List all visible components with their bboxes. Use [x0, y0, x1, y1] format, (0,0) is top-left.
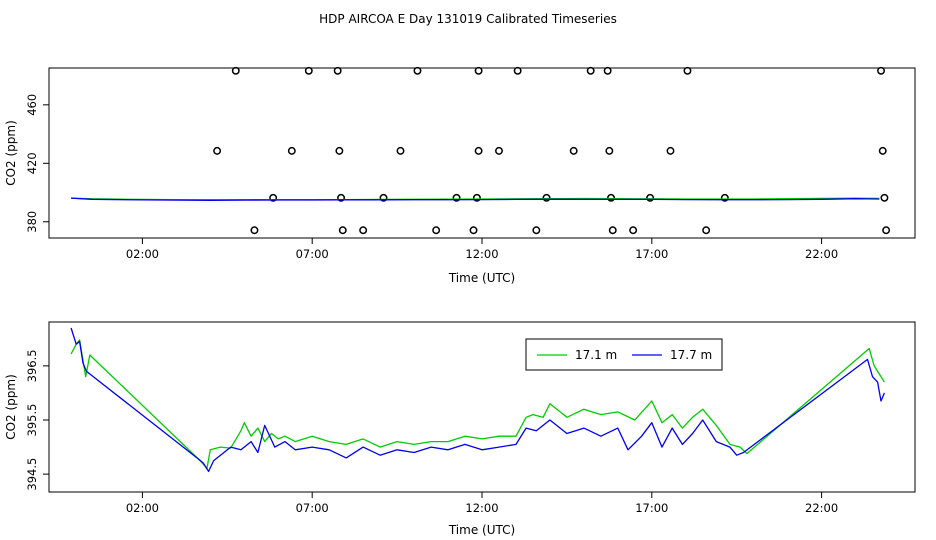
x-tick-label: 17:00: [635, 247, 668, 261]
series-group: [70, 327, 885, 473]
legend-label-17-1m: 17.1 m: [575, 348, 617, 362]
calibration-point: [542, 193, 551, 202]
calibration-point: [452, 193, 461, 202]
calibration-point: [269, 193, 278, 202]
x-axis-title: Time (UTC): [448, 271, 515, 285]
x-tick-label: 22:00: [805, 501, 838, 515]
calibration-point: [666, 146, 675, 155]
calibration-point: [379, 193, 388, 202]
legend-label-17-7m: 17.7 m: [670, 348, 712, 362]
x-tick-label: 12:00: [465, 247, 498, 261]
calibration-point: [338, 226, 347, 235]
calibration-point: [495, 146, 503, 155]
y-axis: 380 420 460: [25, 94, 49, 233]
series-line-green: [70, 339, 885, 470]
calibration-point: [231, 66, 240, 75]
chart-calibrated-timeseries: 02:00 07:00 12:00 17:00 22:00 380 420 460 Time…: [4, 66, 916, 285]
y-tick-label: 396.5: [25, 349, 39, 382]
calibration-point: [880, 193, 889, 202]
y-tick-label: 380: [25, 211, 39, 233]
calibration-point: [720, 193, 729, 202]
calibration-point: [250, 226, 259, 235]
chart-zoomed-timeseries: 02:00 07:00 12:00 17:00 22:00 394.5 395.5 396.…: [4, 321, 916, 537]
x-tick-label: 02:00: [126, 247, 159, 261]
calibration-point: [877, 66, 885, 75]
calibration-point: [532, 226, 541, 235]
y-axis-title: CO2 (ppm): [4, 374, 18, 440]
figure-title: HDP AIRCOA E Day 131019 Calibrated Times…: [319, 12, 617, 26]
x-axis: 02:00 07:00 12:00 17:00 22:00: [126, 492, 838, 515]
y-tick-label: 395.5: [25, 404, 39, 437]
calibration-point: [304, 66, 313, 75]
x-tick-label: 17:00: [635, 501, 668, 515]
series-group: [71, 197, 880, 201]
x-axis: 02:00 07:00 12:00 17:00 22:00: [126, 238, 838, 261]
calibration-point: [702, 226, 711, 235]
calibration-point: [878, 146, 887, 155]
y-axis-title: CO2 (ppm): [4, 120, 18, 186]
calibration-point: [683, 66, 692, 75]
x-tick-label: 22:00: [805, 247, 838, 261]
calibration-point: [569, 146, 578, 155]
x-tick-label: 12:00: [465, 501, 498, 515]
calibration-point: [337, 193, 346, 202]
calibration-point: [213, 146, 222, 155]
plot-frame: [48, 321, 916, 493]
calibration-point: [607, 193, 616, 202]
calibration-point: [605, 146, 614, 155]
legend-box: [525, 338, 723, 371]
x-tick-label: 02:00: [126, 501, 159, 515]
x-tick-label: 07:00: [296, 501, 329, 515]
calibration-point: [608, 226, 617, 235]
calibration-point: [646, 193, 655, 202]
calibration-point: [629, 226, 638, 235]
calibration-point: [287, 146, 296, 155]
calibration-point: [603, 66, 612, 75]
calibration-points: [213, 66, 891, 235]
calibration-point: [333, 66, 342, 75]
y-tick-label: 460: [25, 94, 39, 116]
calibration-point: [335, 146, 344, 155]
calibration-point: [432, 226, 441, 235]
y-tick-label: 394.5: [25, 458, 39, 491]
calibration-point: [359, 226, 368, 235]
x-axis-title: Time (UTC): [448, 523, 515, 537]
y-tick-label: 420: [25, 152, 39, 174]
calibration-point: [586, 66, 595, 75]
x-tick-label: 07:00: [296, 247, 329, 261]
calibration-point: [396, 146, 405, 155]
calibration-point: [474, 66, 483, 75]
series-line-blue: [70, 327, 885, 473]
calibration-point: [413, 66, 422, 75]
calibration-point: [472, 193, 481, 202]
y-axis: 394.5 395.5 396.5: [25, 349, 49, 491]
calibration-point: [882, 226, 891, 235]
calibration-point: [469, 226, 478, 235]
calibration-point: [474, 146, 483, 155]
legend: 17.1 m 17.7 m: [525, 338, 723, 371]
series-line-blue: [71, 197, 880, 201]
plot-frame: [48, 67, 916, 239]
calibration-point: [513, 66, 522, 75]
